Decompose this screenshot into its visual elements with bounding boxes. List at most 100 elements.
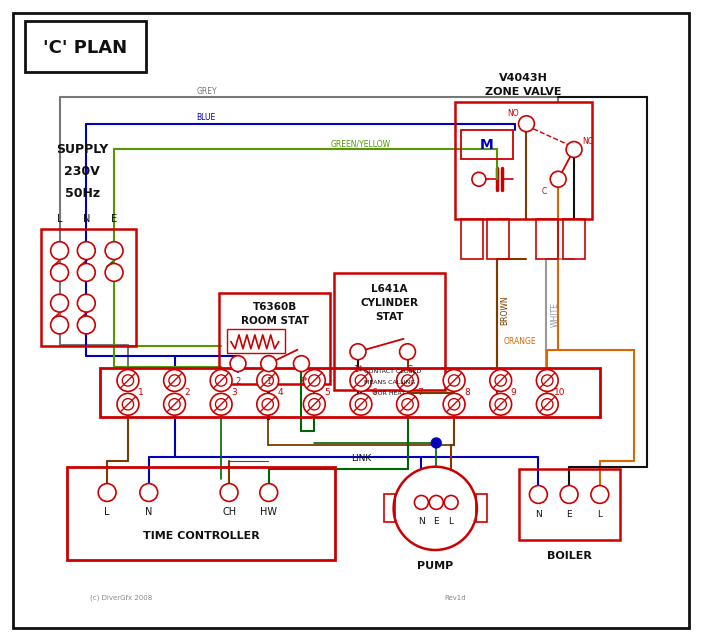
Circle shape xyxy=(397,370,418,392)
Text: GREEN/YELLOW: GREEN/YELLOW xyxy=(330,139,390,148)
Bar xyxy=(25,21,146,72)
Circle shape xyxy=(431,438,442,448)
Circle shape xyxy=(414,495,428,510)
Circle shape xyxy=(449,375,460,386)
Text: E: E xyxy=(111,214,117,224)
Circle shape xyxy=(169,399,180,410)
Text: T6360B: T6360B xyxy=(253,302,297,312)
Bar xyxy=(100,367,600,417)
Text: 3*: 3* xyxy=(298,377,308,386)
Circle shape xyxy=(257,394,279,415)
Text: 1*: 1* xyxy=(353,365,363,374)
Text: 2: 2 xyxy=(235,377,241,386)
Text: L: L xyxy=(449,517,453,526)
Text: CH: CH xyxy=(222,507,236,517)
Text: 5: 5 xyxy=(324,388,330,397)
Text: 4: 4 xyxy=(278,388,284,397)
Circle shape xyxy=(260,483,278,501)
Text: N: N xyxy=(535,510,542,519)
Circle shape xyxy=(397,394,418,415)
Text: 9: 9 xyxy=(510,388,517,397)
Text: 1: 1 xyxy=(266,377,272,386)
Circle shape xyxy=(529,485,548,503)
Bar xyxy=(519,469,620,540)
Bar xyxy=(67,467,335,560)
Circle shape xyxy=(77,294,95,312)
Circle shape xyxy=(210,394,232,415)
Text: C: C xyxy=(406,365,413,374)
Circle shape xyxy=(105,242,123,260)
Circle shape xyxy=(550,171,566,187)
Circle shape xyxy=(262,399,273,410)
Bar xyxy=(219,293,330,385)
Text: NO: NO xyxy=(507,110,518,119)
Circle shape xyxy=(350,344,366,360)
Text: N: N xyxy=(145,507,152,517)
Circle shape xyxy=(399,344,416,360)
Text: 1: 1 xyxy=(138,388,144,397)
Text: NC: NC xyxy=(583,137,593,146)
Circle shape xyxy=(230,356,246,372)
Bar xyxy=(563,219,585,258)
Circle shape xyxy=(495,375,506,386)
Text: STAT: STAT xyxy=(376,312,404,322)
Text: 'C' PLAN: 'C' PLAN xyxy=(44,39,127,58)
Circle shape xyxy=(542,399,553,410)
Circle shape xyxy=(51,294,69,312)
Circle shape xyxy=(394,467,477,550)
Text: N: N xyxy=(83,214,90,224)
Circle shape xyxy=(449,399,460,410)
Circle shape xyxy=(169,375,180,386)
Text: BROWN: BROWN xyxy=(501,296,510,325)
Circle shape xyxy=(566,142,582,158)
Text: 230V: 230V xyxy=(65,165,100,178)
Circle shape xyxy=(122,375,133,386)
Text: (c) DiverGfx 2008: (c) DiverGfx 2008 xyxy=(91,594,152,601)
Circle shape xyxy=(117,370,139,392)
Circle shape xyxy=(210,370,232,392)
Circle shape xyxy=(216,375,227,386)
Circle shape xyxy=(257,370,279,392)
Text: WHITE: WHITE xyxy=(550,303,559,328)
Circle shape xyxy=(105,263,123,281)
Circle shape xyxy=(402,399,413,410)
Text: ORANGE: ORANGE xyxy=(503,337,536,346)
Text: SUPPLY: SUPPLY xyxy=(56,143,109,156)
Circle shape xyxy=(303,394,325,415)
Text: C: C xyxy=(542,187,547,196)
Text: PUMP: PUMP xyxy=(417,561,453,571)
Bar xyxy=(486,219,509,258)
Text: M: M xyxy=(480,138,494,151)
Circle shape xyxy=(355,375,366,386)
Text: LINK: LINK xyxy=(351,454,371,463)
Circle shape xyxy=(220,483,238,501)
Circle shape xyxy=(51,263,69,281)
Circle shape xyxy=(402,375,413,386)
Text: E: E xyxy=(433,517,439,526)
Text: ZONE VALVE: ZONE VALVE xyxy=(485,87,562,97)
Bar xyxy=(461,129,512,160)
Circle shape xyxy=(164,370,185,392)
Circle shape xyxy=(216,399,227,410)
Circle shape xyxy=(444,495,458,510)
Text: MEANS CALLING: MEANS CALLING xyxy=(364,380,416,385)
Bar xyxy=(455,102,592,219)
Circle shape xyxy=(293,356,310,372)
Circle shape xyxy=(519,116,534,131)
Circle shape xyxy=(490,370,512,392)
Text: 8: 8 xyxy=(464,388,470,397)
Circle shape xyxy=(140,483,158,501)
Circle shape xyxy=(536,394,558,415)
Circle shape xyxy=(490,394,512,415)
Circle shape xyxy=(117,394,139,415)
Text: 50Hz: 50Hz xyxy=(65,187,100,199)
Circle shape xyxy=(536,370,558,392)
Circle shape xyxy=(303,370,325,392)
Circle shape xyxy=(122,399,133,410)
Bar xyxy=(334,274,445,390)
Text: ROOM STAT: ROOM STAT xyxy=(241,316,309,326)
Text: L: L xyxy=(105,507,110,517)
Circle shape xyxy=(443,370,465,392)
Text: 2: 2 xyxy=(185,388,190,397)
Circle shape xyxy=(77,242,95,260)
